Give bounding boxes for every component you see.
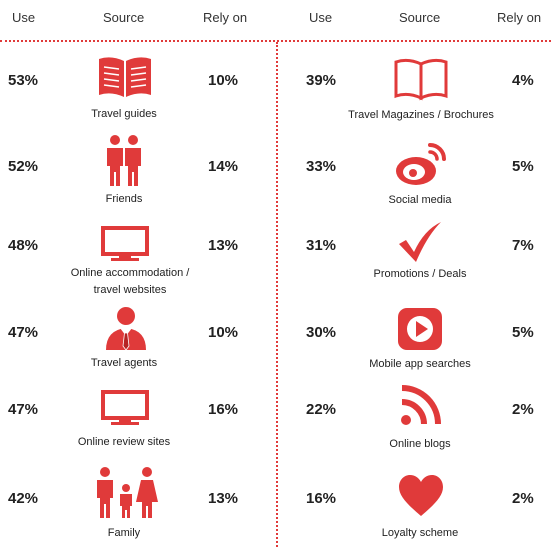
two-people-icon: [104, 134, 144, 188]
left-row-5-use: 47%: [8, 401, 39, 418]
left-row-4-use: 47%: [8, 324, 39, 341]
left-row-5-source: Online review sites: [77, 436, 171, 448]
header-use-left: Use: [12, 10, 36, 25]
left-row-3-source-line2: travel websites: [93, 284, 167, 296]
left-row-3-use: 48%: [8, 237, 39, 254]
left-row-6-use: 42%: [8, 490, 39, 507]
right-row-1-source: Travel Magazines / Brochures: [348, 109, 494, 121]
right-row-6-rely: 2%: [512, 490, 534, 507]
right-row-5-source: Online blogs: [389, 438, 451, 450]
left-row-2-use: 52%: [8, 158, 39, 175]
left-row-6-source: Family: [107, 527, 141, 539]
right-row-5-use: 22%: [306, 401, 337, 418]
right-row-2-source: Social media: [388, 194, 452, 206]
left-row-4-source: Travel agents: [90, 357, 158, 369]
left-row-1-rely: 10%: [208, 72, 239, 89]
header-source-left: Source: [103, 10, 145, 25]
family-icon: [93, 466, 159, 520]
right-row-3-use: 31%: [306, 237, 337, 254]
header-rely-left: Rely on: [203, 10, 248, 25]
left-row-1-use: 53%: [8, 72, 39, 89]
right-row-2-use: 33%: [306, 158, 337, 175]
agent-person-icon: [103, 306, 149, 352]
left-row-5-rely: 16%: [208, 401, 239, 418]
left-row-1-source: Travel guides: [91, 108, 157, 120]
weibo-icon: [394, 141, 448, 187]
column-divider: [276, 42, 278, 547]
open-book-icon: [97, 55, 153, 99]
left-row-3-source-line1: Online accommodation /: [70, 267, 190, 279]
monitor-icon: [101, 390, 149, 426]
right-row-4-rely: 5%: [512, 324, 534, 341]
left-row-2-rely: 14%: [208, 158, 239, 175]
right-row-2-rely: 5%: [512, 158, 534, 175]
left-row-3-rely: 13%: [208, 237, 239, 254]
right-row-3-source: Promotions / Deals: [373, 268, 467, 280]
right-row-4-use: 30%: [306, 324, 337, 341]
open-book-outline-icon: [393, 57, 449, 101]
rss-feed-icon: [400, 384, 442, 426]
header-divider: [0, 40, 551, 42]
right-row-3-rely: 7%: [512, 237, 534, 254]
heart-icon: [397, 474, 445, 518]
header-source-right: Source: [399, 10, 441, 25]
right-row-5-rely: 2%: [512, 401, 534, 418]
right-row-6-source: Loyalty scheme: [381, 527, 459, 539]
right-row-1-rely: 4%: [512, 72, 534, 89]
left-row-4-rely: 10%: [208, 324, 239, 341]
left-row-2-source: Friends: [105, 193, 143, 205]
header-rely-right: Rely on: [497, 10, 542, 25]
left-row-6-rely: 13%: [208, 490, 239, 507]
right-row-1-use: 39%: [306, 72, 337, 89]
play-button-icon: [397, 307, 443, 351]
header-use-right: Use: [309, 10, 333, 25]
checkmark-icon: [397, 220, 443, 264]
right-row-6-use: 16%: [306, 490, 337, 507]
right-row-4-source: Mobile app searches: [369, 358, 471, 370]
monitor-icon: [101, 226, 149, 262]
